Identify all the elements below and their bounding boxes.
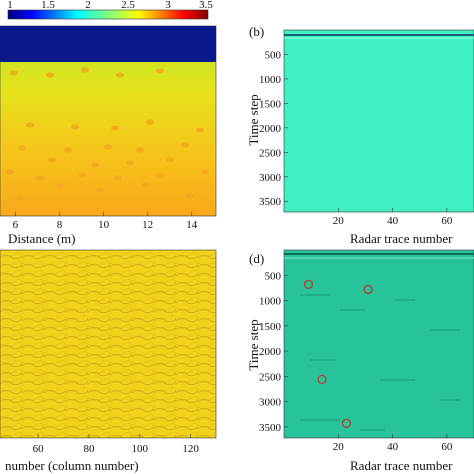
panel-a-anomaly bbox=[71, 124, 79, 130]
panel-a-xlabel: Distance (m) bbox=[8, 231, 76, 246]
panel-d-target-marker bbox=[303, 279, 314, 290]
panel-a-anomaly bbox=[156, 173, 164, 179]
panel-a-anomaly bbox=[48, 157, 56, 163]
panel-a-anomaly bbox=[46, 72, 54, 78]
panel-d-ytick-label: 3500 bbox=[259, 422, 282, 434]
panel-c-xtick-label: 80 bbox=[83, 443, 95, 455]
panel-a-air-layer bbox=[0, 26, 216, 62]
panel-b-xtick-label: 40 bbox=[387, 215, 399, 227]
panel-a-anomaly bbox=[78, 172, 86, 178]
panel-a-anomaly bbox=[141, 182, 149, 188]
panel-d-reflection-streaks bbox=[300, 294, 460, 431]
panel-a-anomaly bbox=[64, 147, 72, 153]
panel-d-xtick-label: 40 bbox=[387, 441, 399, 453]
panel-a-anomaly bbox=[56, 183, 64, 189]
panel-d-label: (d) bbox=[249, 251, 264, 266]
panel-d-ytick-label: 2500 bbox=[259, 371, 282, 383]
panel-d-plot bbox=[283, 249, 474, 439]
panel-a-anomaly bbox=[36, 175, 44, 181]
panel-b-label: (b) bbox=[249, 24, 264, 39]
panel-a-anomaly bbox=[196, 127, 204, 133]
panel-b-ytick-label: 2500 bbox=[259, 147, 282, 159]
panel-a-anomaly bbox=[6, 169, 14, 175]
panel-a-anomalies bbox=[6, 67, 209, 201]
panel-c-xtick-label: 60 bbox=[33, 443, 45, 455]
panel-b-ytick-label: 500 bbox=[265, 49, 282, 61]
panel-b-ytick-label: 1000 bbox=[259, 74, 282, 86]
panel-b-ytick-label: 3500 bbox=[259, 196, 282, 208]
colorbar-tick-label: 2 bbox=[85, 0, 91, 11]
panel-d-target-marker bbox=[317, 374, 327, 385]
panel-a-anomaly bbox=[81, 67, 89, 73]
panel-a: 6 8 10 12 14 Distance (m) bbox=[0, 25, 217, 246]
panel-d-ytick-label: 2000 bbox=[259, 346, 282, 358]
panel-a-anomaly bbox=[114, 175, 122, 181]
colorbar: 1 1.5 2 2.5 3 3.5 bbox=[7, 0, 213, 20]
panel-a-anomaly bbox=[116, 72, 124, 78]
panel-d-xtick-label: 60 bbox=[441, 441, 453, 453]
panel-d-xtick-label: 20 bbox=[333, 441, 345, 453]
panel-a-xtick-label: 14 bbox=[186, 219, 198, 231]
panel-a-xtick-label: 6 bbox=[13, 219, 19, 231]
panel-d-target-marker bbox=[363, 284, 373, 295]
panel-d-target-marker bbox=[341, 418, 352, 428]
panel-b: (b) 500 1000 1500 2000 2500 3000 3500 20 40 60 Ti… bbox=[246, 24, 474, 246]
panel-a-anomaly bbox=[181, 142, 189, 148]
colorbar-tick-label: 1 bbox=[7, 0, 13, 11]
colorbar-tick-label: 3.5 bbox=[199, 0, 213, 11]
panel-a-xtick-label: 8 bbox=[57, 219, 63, 231]
panel-d-ytick-label: 3000 bbox=[259, 397, 282, 409]
panel-d-ylabel: Time step bbox=[246, 319, 261, 370]
panel-a-anomaly bbox=[126, 160, 134, 166]
panel-b-xlabel: Radar trace number bbox=[350, 231, 453, 246]
panel-d-xlabel: Radar trace number bbox=[350, 458, 453, 473]
panel-b-xtick-label: 20 bbox=[333, 215, 345, 227]
panel-a-anomaly bbox=[136, 147, 144, 153]
colorbar-tick-label: 3 bbox=[165, 0, 171, 11]
panel-b-plot bbox=[283, 29, 474, 213]
panel-b-ylabel: Time step bbox=[246, 94, 261, 145]
panel-c-xtick-label: 120 bbox=[182, 443, 199, 455]
panel-b-ytick-label: 2000 bbox=[259, 123, 282, 135]
panel-a-anomaly bbox=[96, 187, 104, 193]
panel-b-ytick-label: 3000 bbox=[259, 172, 282, 184]
panel-a-anomaly bbox=[26, 122, 34, 128]
panel-a-anomaly bbox=[10, 70, 18, 76]
panel-a-xtick-label: 10 bbox=[98, 219, 110, 231]
panel-d: (d) 500 1000 1500 2000 2500 3000 3500 20 40 60 Ti… bbox=[246, 249, 474, 473]
panel-d-ytick-label: 1500 bbox=[259, 321, 282, 333]
panel-a-anomaly bbox=[91, 162, 99, 168]
panel-d-ytick-label: 500 bbox=[265, 270, 282, 282]
panel-b-ytick-label: 1500 bbox=[259, 98, 282, 110]
colorbar-tick-label: 1.5 bbox=[41, 0, 55, 11]
panel-a-anomaly bbox=[156, 68, 164, 74]
panel-a-anomaly bbox=[16, 195, 24, 201]
panel-a-anomaly bbox=[186, 193, 194, 199]
panel-c-xlabel: number (column number) bbox=[5, 458, 139, 473]
panel-c-reflections bbox=[0, 250, 216, 438]
panel-a-anomaly bbox=[104, 144, 112, 150]
panel-a-anomaly bbox=[111, 125, 119, 131]
panel-b-xtick-label: 60 bbox=[441, 215, 453, 227]
panel-a-anomaly bbox=[201, 169, 209, 175]
panel-a-xtick-label: 12 bbox=[142, 219, 153, 231]
panel-d-ytick-label: 1000 bbox=[259, 296, 282, 308]
colorbar-bar bbox=[7, 9, 209, 20]
panel-a-anomaly bbox=[146, 119, 154, 125]
panel-c-xtick-label: 100 bbox=[132, 443, 149, 455]
colorbar-tick-label: 2.5 bbox=[121, 0, 135, 11]
panel-c: 60 80 100 120 number (column number) bbox=[0, 249, 217, 473]
panel-a-anomaly bbox=[166, 157, 174, 163]
panel-a-anomaly bbox=[18, 145, 26, 151]
